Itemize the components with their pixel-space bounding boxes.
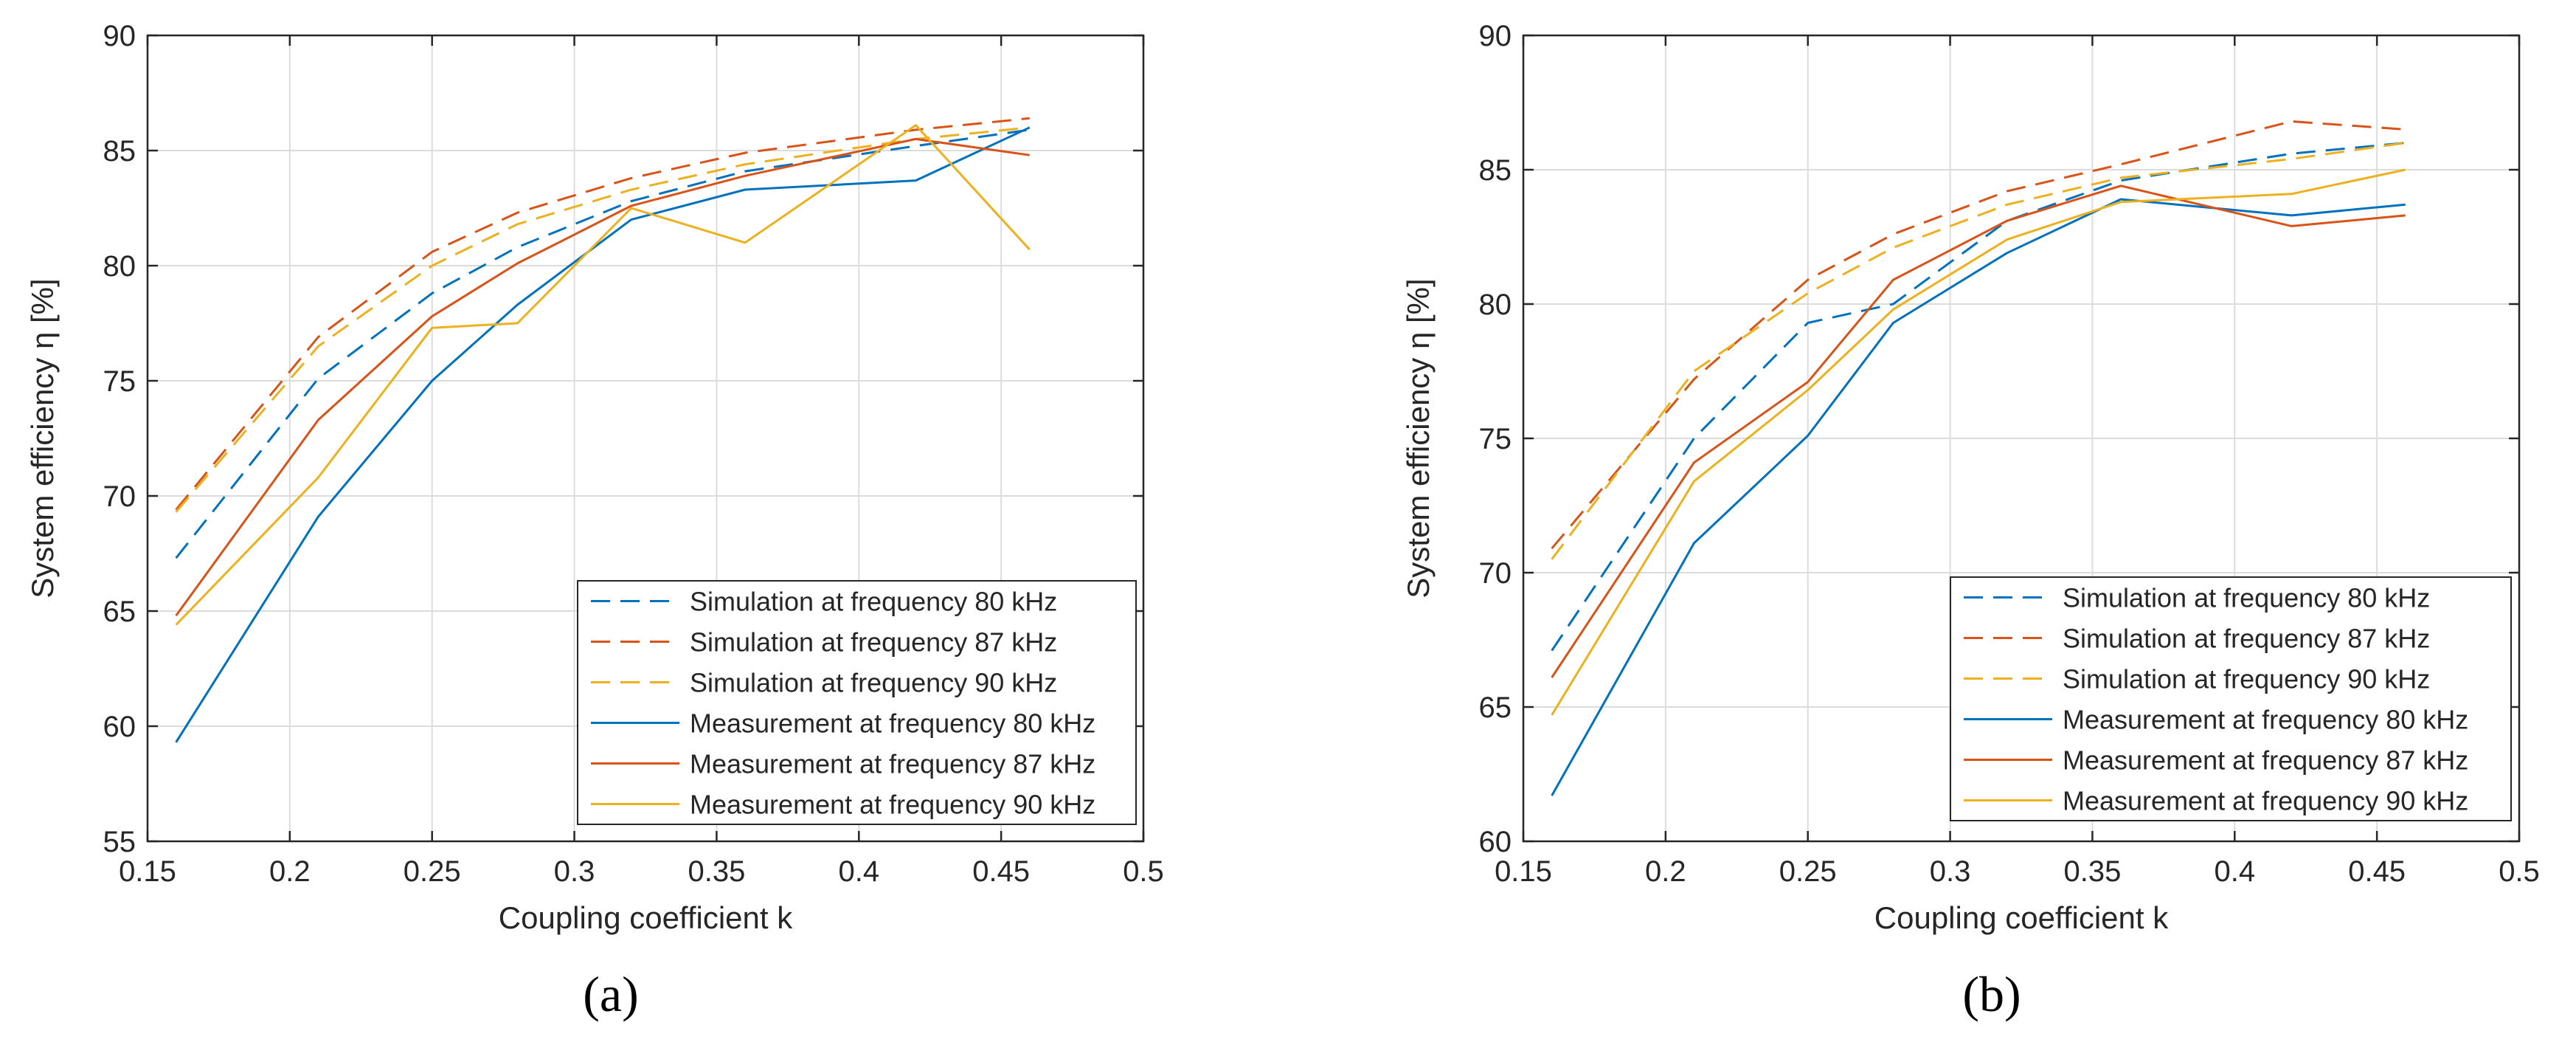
panel-b-xtick-label: 0.45 [2348,855,2406,888]
panel-a-ytick-label: 60 [103,711,136,743]
panel-a-xtick-label: 0.45 [972,855,1030,888]
panel-a-xtick-label: 0.2 [269,855,311,888]
panel-a-axes-box [146,34,1145,843]
panel-a-xlabel: Coupling coefficient k [499,900,793,935]
panel-a-ytick-label: 70 [103,480,136,513]
panel-a-legend-label: Measurement at frequency 80 kHz [690,708,1095,739]
panel-b-ytick-label: 75 [1479,423,1512,455]
panel-a-chart: 0.15 0.2 0.25 0.3 0.35 0.4 0.45 0.5 55 60 65 70 75 80… [25,20,1164,935]
panel-b-legend-label: Simulation at frequency 90 kHz [2063,664,2430,694]
panel-b-series-meas-3 [1551,198,2406,796]
panel-a-series-meas-3 [175,126,1031,743]
panel-b-legend-label: Measurement at frequency 80 kHz [2063,705,2468,735]
panel-b-ytick-label: 90 [1479,20,1512,52]
panel-a-series-sim-0 [175,128,1030,559]
panel-b-label: (b) [1962,966,2021,1022]
panel-a-legend-label: Simulation at frequency 90 kHz [690,668,1057,698]
panel-a-ytick-label: 65 [103,596,136,628]
panel-b-ytick-label: 80 [1479,289,1512,321]
panel-b-ytick-label: 85 [1479,154,1512,187]
panel-b-xtick-label: 0.35 [2063,855,2121,888]
panel-b-legend-label: Measurement at frequency 90 kHz [2063,786,2468,816]
panel-a-legend-label: Measurement at frequency 87 kHz [690,749,1095,779]
panel-a-legend: Simulation at frequency 80 kHz Simulation… [577,580,1137,825]
panel-b-ytick-label: 70 [1479,557,1512,590]
panel-a-xtick-label: 0.15 [119,855,176,888]
panel-a-ytick-label: 80 [103,250,136,283]
panel-a-ytick-label: 75 [103,365,136,398]
panel-a-ytick-label: 85 [103,135,136,168]
panel-a-legend-label: Simulation at frequency 87 kHz [690,627,1057,658]
panel-b-xtick-label: 0.25 [1779,855,1837,888]
panel-b-series-meas-5 [1551,168,2406,716]
panel-a-ytick-label: 55 [103,826,136,858]
panel-b-legend-label: Simulation at frequency 80 kHz [2063,583,2430,613]
panel-b-series-sim-1 [1551,120,2406,550]
panel-b-chart: 0.15 0.2 0.25 0.3 0.35 0.4 0.45 0.5 60 65 70 75 80 85… [1401,20,2540,935]
panel-b-ytick-label: 60 [1479,826,1512,858]
panel-b-xtick-label: 0.3 [1930,855,1971,888]
panel-a-legend-label: Measurement at frequency 90 kHz [690,790,1095,820]
panel-b-ytick-label: 65 [1479,692,1512,724]
panel-a-label: (a) [583,966,638,1022]
panel-a-ytick-label: 90 [103,20,136,52]
panel-b-series-sim-2 [1551,142,2406,560]
panel-b-legend-label: Simulation at frequency 87 kHz [2063,624,2430,654]
panel-a-ylabel: System efficiency η [%] [25,278,60,598]
panel-b-legend-label: Measurement at frequency 87 kHz [2063,745,2468,776]
panel-a-legend-label: Simulation at frequency 80 kHz [690,587,1057,617]
panel-a-xtick-label: 0.3 [554,855,595,888]
panel-a-xtick-label: 0.35 [688,855,745,888]
panel-b-ylabel: System efficiency η [%] [1401,278,1436,598]
panel-b-xtick-label: 0.2 [1645,855,1686,888]
panel-a-xtick-label: 0.4 [838,855,879,888]
panel-b-series-sim-0 [1551,142,2406,652]
panel-b-legend-box [1950,576,2512,821]
panel-b-xtick-label: 0.5 [2499,855,2540,888]
panel-b-xtick-label: 0.4 [2214,855,2255,888]
panel-a-xtick-label: 0.25 [404,855,461,888]
panel-b-series-meas-4 [1551,184,2406,678]
panel-a-series-sim-2 [175,126,1030,513]
panel-a-series-sim-1 [175,117,1030,511]
panel-b-legend: Simulation at frequency 80 kHz Simulation… [1950,576,2512,821]
panel-b-xlabel: Coupling coefficient k [1874,900,2169,935]
panel-a-legend-box [577,580,1137,825]
panel-a-series-meas-5 [175,124,1031,626]
panel-b-xtick-label: 0.15 [1495,855,1552,888]
panel-a-xtick-label: 0.5 [1123,855,1164,888]
